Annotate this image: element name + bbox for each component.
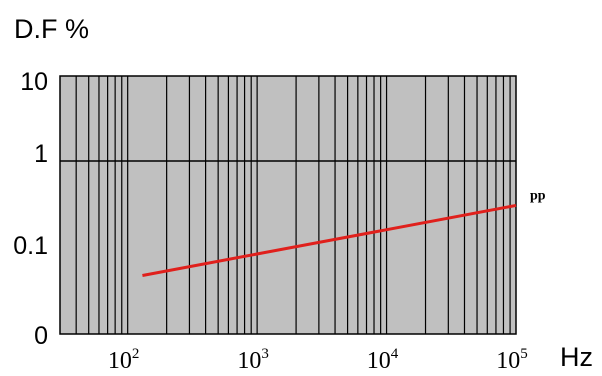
grid-lines: [60, 76, 516, 334]
x-tick-label: 103: [237, 346, 268, 374]
x-tick-label: 102: [108, 346, 140, 374]
series-group: pp: [142, 188, 546, 277]
x-tick-labels: 102 103 104 105: [108, 346, 528, 374]
x-axis-label: Hz: [560, 342, 593, 372]
y-tick-label: 0: [34, 322, 48, 350]
plot-area: [59, 75, 517, 335]
series-label: pp: [530, 188, 546, 203]
y-tick-labels: 10 1 0.1 0: [13, 68, 48, 350]
y-tick-label: 1: [34, 140, 48, 168]
y-axis-label: D.F %: [14, 14, 89, 44]
y-tick-label: 10: [20, 68, 48, 96]
series-line-pp: [142, 203, 517, 277]
y-tick-label: 0.1: [13, 232, 48, 260]
x-tick-label: 105: [496, 346, 528, 374]
x-tick-label: 104: [367, 346, 399, 374]
